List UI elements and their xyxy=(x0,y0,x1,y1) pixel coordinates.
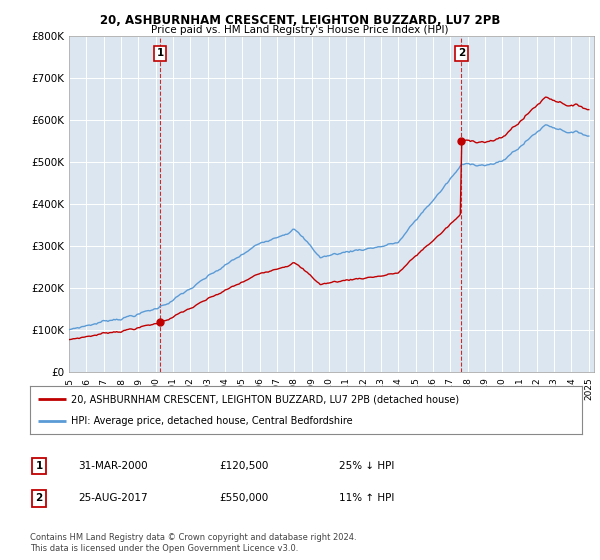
Text: Price paid vs. HM Land Registry's House Price Index (HPI): Price paid vs. HM Land Registry's House … xyxy=(151,25,449,35)
Text: 11% ↑ HPI: 11% ↑ HPI xyxy=(339,493,394,503)
Text: 2: 2 xyxy=(458,48,465,58)
Text: 1: 1 xyxy=(35,461,43,471)
Text: 20, ASHBURNHAM CRESCENT, LEIGHTON BUZZARD, LU7 2PB: 20, ASHBURNHAM CRESCENT, LEIGHTON BUZZAR… xyxy=(100,14,500,27)
Text: 20, ASHBURNHAM CRESCENT, LEIGHTON BUZZARD, LU7 2PB (detached house): 20, ASHBURNHAM CRESCENT, LEIGHTON BUZZAR… xyxy=(71,394,460,404)
Text: Contains HM Land Registry data © Crown copyright and database right 2024.
This d: Contains HM Land Registry data © Crown c… xyxy=(30,533,356,553)
Text: HPI: Average price, detached house, Central Bedfordshire: HPI: Average price, detached house, Cent… xyxy=(71,416,353,426)
Text: 2: 2 xyxy=(35,493,43,503)
Text: 25% ↓ HPI: 25% ↓ HPI xyxy=(339,461,394,471)
Text: 1: 1 xyxy=(157,48,164,58)
Text: 25-AUG-2017: 25-AUG-2017 xyxy=(78,493,148,503)
Text: £550,000: £550,000 xyxy=(219,493,268,503)
Text: 31-MAR-2000: 31-MAR-2000 xyxy=(78,461,148,471)
Text: £120,500: £120,500 xyxy=(219,461,268,471)
